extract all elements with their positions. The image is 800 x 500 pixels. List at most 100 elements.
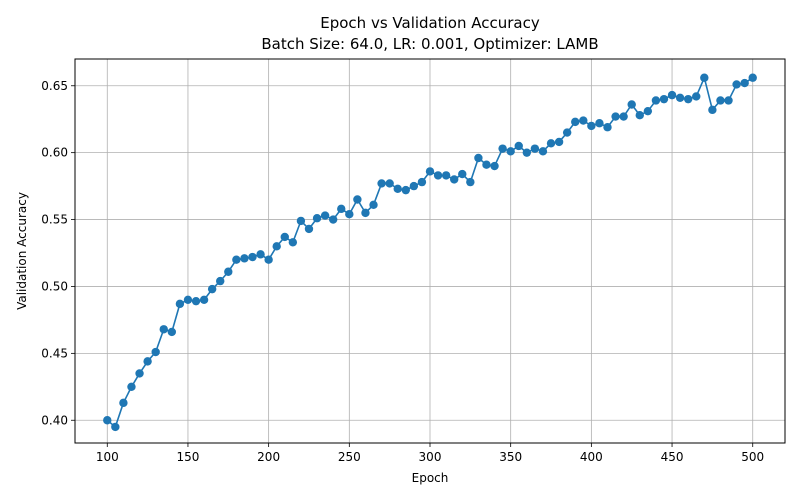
data-point xyxy=(595,119,604,128)
data-point xyxy=(506,147,515,156)
data-point xyxy=(175,299,185,309)
data-point xyxy=(183,295,193,305)
data-point xyxy=(708,105,717,115)
data-point xyxy=(409,181,419,191)
chart-subtitle: Batch Size: 64.0, LR: 0.001, Optimizer: … xyxy=(261,35,598,53)
data-point xyxy=(337,204,346,214)
y-tick-label: 0.55 xyxy=(41,213,68,227)
data-point xyxy=(732,80,741,89)
y-tick-label: 0.50 xyxy=(41,279,68,293)
data-point xyxy=(393,184,402,193)
data-point xyxy=(296,216,306,226)
data-point xyxy=(272,242,281,251)
data-point xyxy=(579,116,588,125)
data-point xyxy=(425,167,435,176)
series-markers xyxy=(103,73,757,432)
plot-frame xyxy=(74,58,786,444)
y-tick-label: 0.40 xyxy=(41,413,68,427)
x-axis-label: Epoch xyxy=(412,471,449,485)
data-point xyxy=(514,141,523,151)
data-point xyxy=(312,214,322,223)
data-point xyxy=(256,250,265,259)
x-tick-label: 100 xyxy=(96,450,119,464)
data-point xyxy=(611,112,620,121)
data-point xyxy=(554,137,564,147)
data-point xyxy=(280,232,289,242)
x-tick-label: 450 xyxy=(661,450,684,464)
data-point xyxy=(748,73,757,82)
data-point xyxy=(111,422,120,432)
data-point xyxy=(433,171,443,180)
y-tick-label: 0.60 xyxy=(41,146,68,160)
data-point xyxy=(103,416,112,425)
data-point xyxy=(522,148,532,157)
data-point xyxy=(683,94,693,104)
data-point xyxy=(288,238,298,247)
x-tick-label: 350 xyxy=(499,450,522,464)
data-point xyxy=(441,171,451,180)
data-point xyxy=(199,295,209,305)
axis-ticks: 100 150 200 250 300 350 400 450 500 0.40 0.45 0.50 0… xyxy=(41,79,764,464)
data-point xyxy=(700,73,709,82)
data-point xyxy=(159,325,168,334)
x-tick-label: 250 xyxy=(338,450,361,464)
data-point xyxy=(135,369,144,378)
data-point xyxy=(675,93,685,103)
data-point xyxy=(248,252,257,262)
data-point xyxy=(530,144,540,153)
data-point xyxy=(345,210,354,219)
data-point xyxy=(167,327,177,337)
data-point xyxy=(692,92,701,101)
data-point xyxy=(458,169,467,179)
data-point xyxy=(587,121,596,131)
data-point xyxy=(353,195,362,204)
data-point xyxy=(127,382,136,392)
data-point xyxy=(264,255,273,264)
y-tick-label: 0.65 xyxy=(41,79,68,93)
data-point xyxy=(538,147,548,156)
data-point xyxy=(635,110,644,120)
data-point xyxy=(667,90,677,100)
data-point xyxy=(627,100,636,109)
data-point xyxy=(482,160,491,169)
data-point xyxy=(490,161,499,171)
x-tick-label: 200 xyxy=(257,450,280,464)
data-point xyxy=(724,96,733,105)
data-point xyxy=(716,96,725,105)
data-point xyxy=(619,112,628,121)
y-tick-label: 0.45 xyxy=(41,346,68,360)
data-point xyxy=(377,179,386,188)
data-point xyxy=(216,276,225,286)
data-point xyxy=(401,185,410,195)
data-point xyxy=(191,296,201,306)
data-point xyxy=(466,177,475,187)
data-point xyxy=(369,200,378,210)
data-point xyxy=(119,398,128,408)
chart-title: Epoch vs Validation Accuracy xyxy=(320,14,540,32)
x-tick-label: 150 xyxy=(177,450,200,464)
data-point xyxy=(498,144,507,153)
data-point xyxy=(224,267,233,276)
data-point xyxy=(740,78,749,88)
y-axis-label: Validation Accuracy xyxy=(15,192,29,310)
data-point xyxy=(151,347,160,357)
data-point xyxy=(207,284,217,294)
data-point xyxy=(562,128,572,137)
data-point xyxy=(603,123,612,132)
data-point xyxy=(143,357,152,366)
data-point xyxy=(417,177,427,187)
data-point xyxy=(328,215,338,224)
data-point xyxy=(474,153,483,163)
grid xyxy=(75,59,785,443)
data-point xyxy=(361,208,370,218)
data-point xyxy=(571,117,580,127)
data-point xyxy=(240,254,249,263)
x-tick-label: 400 xyxy=(580,450,603,464)
data-point xyxy=(643,106,653,116)
data-point xyxy=(659,94,669,104)
x-tick-label: 300 xyxy=(419,450,442,464)
x-tick-label: 500 xyxy=(741,450,764,464)
data-point xyxy=(304,224,314,234)
